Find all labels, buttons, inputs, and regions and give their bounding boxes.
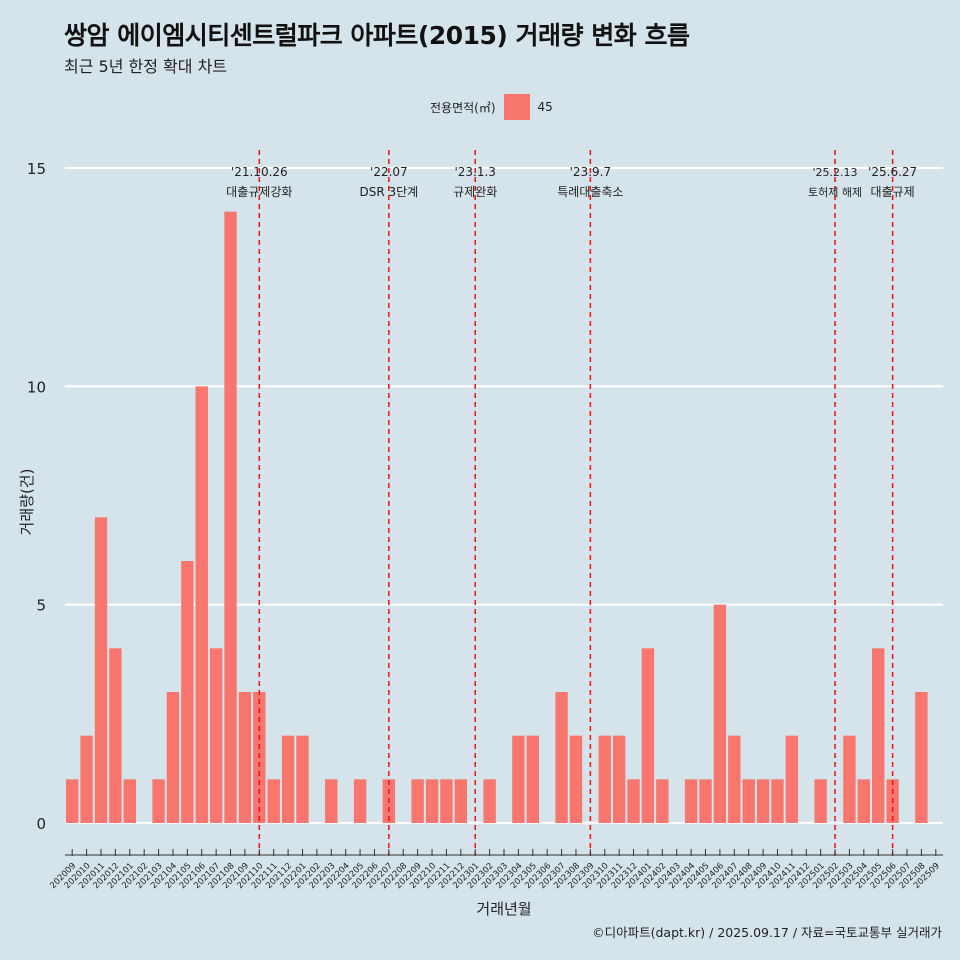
bar-202104 (166, 692, 180, 823)
bar-202212 (454, 779, 468, 823)
bar-202101 (123, 779, 136, 823)
bar-202109 (238, 692, 252, 823)
bar-202508 (915, 692, 928, 823)
bar-202010 (80, 735, 93, 823)
bar-202108 (224, 211, 237, 823)
bar-202009 (66, 779, 79, 823)
bar-202312 (627, 779, 640, 823)
bar-202503 (843, 735, 856, 823)
bar-202407 (728, 735, 741, 823)
bar-202411 (785, 735, 799, 823)
event-label-202309: 특례대출축소 (557, 185, 623, 199)
x-axis-label: 거래년월 (476, 900, 531, 918)
legend-key-45 (503, 94, 530, 120)
bar-202410 (771, 779, 784, 823)
bar-202401 (641, 648, 655, 823)
event-date-202207: '22.07 (370, 165, 408, 179)
event-date-202309: '23.9.7 (570, 165, 611, 179)
legend: 전용면적(㎡) 45 (430, 94, 553, 120)
source-caption: ©디아파트(dapt.kr) / 2025.09.17 / 자료=국토교통부 실… (592, 925, 942, 940)
bar-202205 (353, 779, 367, 823)
bar-202304 (512, 735, 525, 823)
bar-202311 (612, 735, 626, 823)
bar-202408 (742, 779, 755, 823)
x-axis: 2020092020102020112020122021012021022021… (48, 849, 943, 891)
chart-subtitle: 최근 5년 한정 확대 차트 (64, 57, 228, 76)
bar-202305 (526, 735, 539, 823)
chart-title: 쌍암 에이엠시티센트럴파크 아파트(2015) 거래량 변화 흐름 (64, 21, 690, 50)
bar-202501 (814, 779, 827, 823)
bar-202011 (94, 517, 108, 823)
legend-title: 전용면적(㎡) (430, 100, 496, 115)
event-date-202301: '23.1.3 (454, 165, 495, 179)
bar-202409 (756, 779, 770, 823)
bar-202302 (483, 779, 496, 823)
event-label-202506: 대출규제 (871, 185, 915, 199)
y-axis-label: 거래량(건) (18, 469, 36, 536)
y-axis: 0 5 10 15 (27, 160, 46, 833)
bar-202201 (296, 735, 309, 823)
bar-202504 (857, 779, 871, 823)
event-label-202207: DSR 3단계 (359, 185, 418, 199)
bar-202310 (598, 735, 611, 823)
bar-202402 (656, 779, 669, 823)
bar-202209 (411, 779, 424, 823)
y-tick-label-15: 15 (27, 160, 46, 178)
bar-202404 (684, 779, 698, 823)
bar-202210 (425, 779, 439, 823)
bar-202107 (209, 648, 223, 823)
y-tick-label-0: 0 (36, 815, 46, 833)
y-tick-label-5: 5 (36, 597, 46, 615)
bar-202103 (152, 779, 165, 823)
event-label-202502: 토허제 해제 (808, 185, 862, 199)
bar-202405 (699, 779, 712, 823)
bar-202106 (195, 386, 208, 823)
bar-202308 (569, 735, 583, 823)
event-label-202301: 규제완화 (453, 185, 497, 199)
bar-202105 (181, 561, 194, 823)
event-date-202110: '21.10.26 (231, 165, 288, 179)
bar-202406 (713, 604, 727, 823)
bar-202012 (109, 648, 122, 823)
bar-202505 (872, 648, 885, 823)
legend-label-45: 45 (537, 100, 553, 114)
bar-202203 (325, 779, 338, 823)
bar-202112 (281, 735, 295, 823)
bar-202111 (267, 779, 280, 823)
bar-202211 (440, 779, 453, 823)
y-tick-label-10: 10 (27, 378, 46, 396)
event-label-202110: 대출규제강화 (226, 185, 292, 199)
event-date-202502: '25.2.13 (813, 166, 858, 179)
bars (66, 211, 928, 823)
event-date-202506: '25.6.27 (868, 165, 917, 179)
event-lines: '21.10.26 대출규제강화 '22.07 DSR 3단계 '23.1.3 규제완화 '… (226, 150, 917, 855)
bar-202307 (555, 692, 568, 823)
